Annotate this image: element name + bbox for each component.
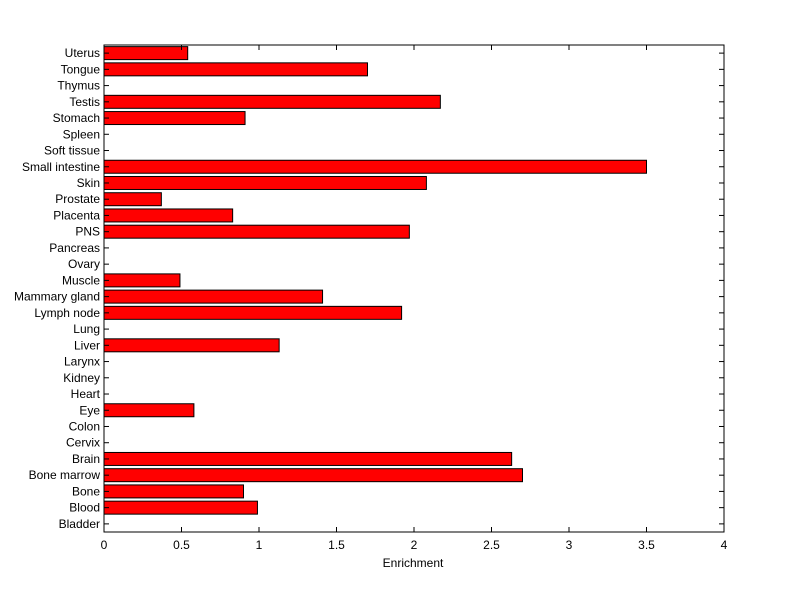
y-tick-label: Cervix <box>66 436 100 450</box>
x-tick-label: 2.5 <box>483 538 500 552</box>
x-tick-label: 3.5 <box>638 538 655 552</box>
x-tick-label: 4 <box>721 538 728 552</box>
bar-muscle <box>103 273 181 288</box>
x-tick-label: 2 <box>411 538 418 552</box>
y-tick-label: Bladder <box>59 517 100 531</box>
y-tick-label: Lymph node <box>34 306 100 320</box>
x-tick-label: 1.5 <box>328 538 345 552</box>
x-tick-label: 3 <box>566 538 573 552</box>
y-tick-label: Brain <box>72 452 100 466</box>
bar-pns <box>103 224 410 239</box>
y-tick-label: Testis <box>69 95 100 109</box>
y-tick-label: Bone marrow <box>29 468 101 482</box>
y-tick-label: Heart <box>71 387 101 401</box>
y-tick-label: Uterus <box>65 46 100 60</box>
plot-area <box>103 44 725 533</box>
bar-liver <box>103 338 280 353</box>
y-tick-label: Liver <box>74 338 100 352</box>
y-tick-label: Pancreas <box>49 241 100 255</box>
bar-testis <box>103 94 441 109</box>
y-tick-label: Larynx <box>64 355 100 369</box>
bar-uterus <box>103 46 189 61</box>
y-tick-label: Soft tissue <box>44 144 100 158</box>
bar-placenta <box>103 208 234 223</box>
bar-prostate <box>103 192 162 207</box>
y-tick-label: Prostate <box>55 192 100 206</box>
bar-stomach <box>103 111 246 126</box>
y-tick-label: Bone <box>72 484 100 498</box>
x-tick-label: 0.5 <box>173 538 190 552</box>
x-axis-label: Enrichment <box>383 556 444 570</box>
x-tick-label: 0 <box>101 538 108 552</box>
y-tick-label: Tongue <box>61 62 101 76</box>
y-tick-label: Placenta <box>53 208 100 222</box>
bar-bone-marrow <box>103 468 523 483</box>
bar-skin <box>103 175 427 190</box>
y-tick-label: Kidney <box>63 371 100 385</box>
y-tick-label: Colon <box>69 419 100 433</box>
y-tick-label: Thymus <box>57 79 100 93</box>
y-tick-label: Small intestine <box>22 160 100 174</box>
bar-eye <box>103 403 195 418</box>
x-tick-label: 1 <box>256 538 263 552</box>
y-tick-label: Lung <box>73 322 100 336</box>
bar-brain <box>103 451 513 466</box>
y-tick-label: Stomach <box>53 111 100 125</box>
y-tick-label: Muscle <box>62 273 100 287</box>
y-tick-label: Blood <box>69 501 100 515</box>
y-tick-label: Mammary gland <box>14 290 100 304</box>
bar-lymph-node <box>103 305 403 320</box>
y-tick-label: Ovary <box>68 257 100 271</box>
bar-tongue <box>103 62 368 77</box>
y-tick-label: Spleen <box>63 127 100 141</box>
bar-mammary-gland <box>103 289 324 304</box>
y-tick-label: Eye <box>79 403 100 417</box>
bar-bone <box>103 484 244 499</box>
y-tick-label: PNS <box>75 225 100 239</box>
bar-blood <box>103 500 258 515</box>
bar-small-intestine <box>103 159 647 174</box>
y-tick-label: Skin <box>77 176 100 190</box>
